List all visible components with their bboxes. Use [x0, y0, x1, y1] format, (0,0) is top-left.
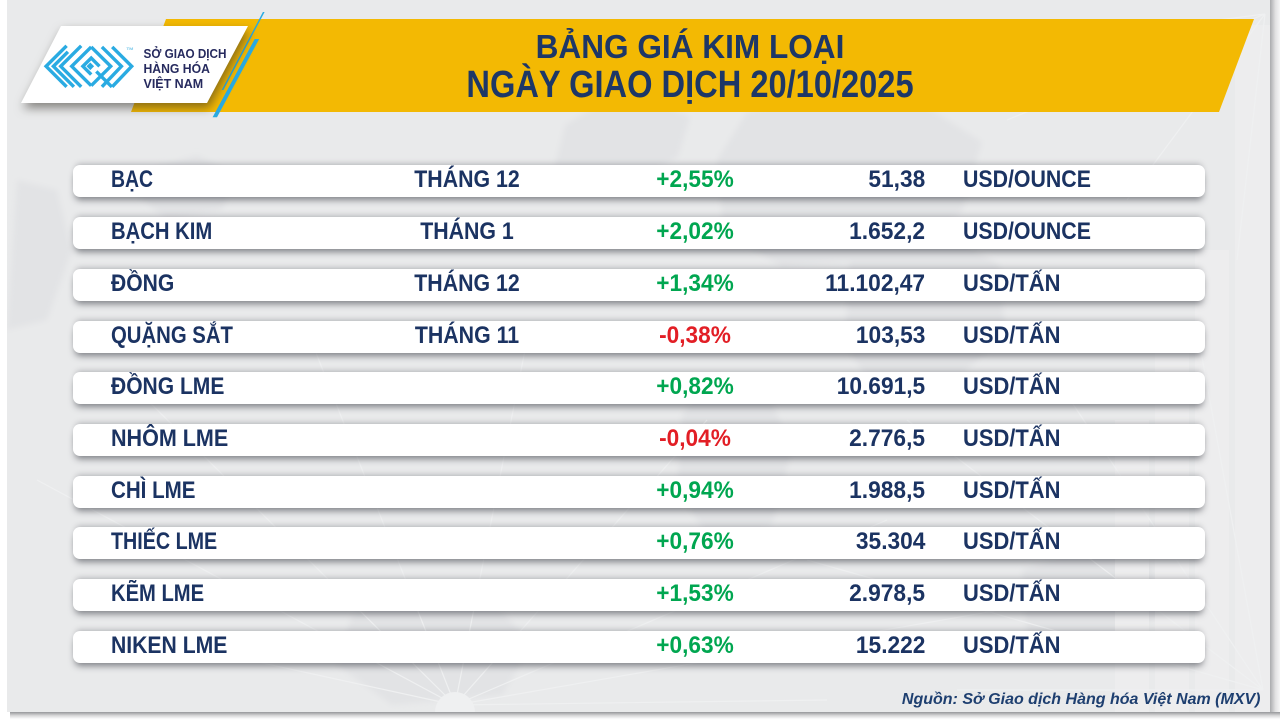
svg-text:SỞ GIAO DỊCH: SỞ GIAO DỊCH: [144, 46, 227, 61]
svg-text:HÀNG HÓA: HÀNG HÓA: [144, 61, 211, 76]
svg-text:VIỆT NAM: VIỆT NAM: [144, 76, 204, 91]
svg-text:™: ™: [126, 46, 134, 55]
